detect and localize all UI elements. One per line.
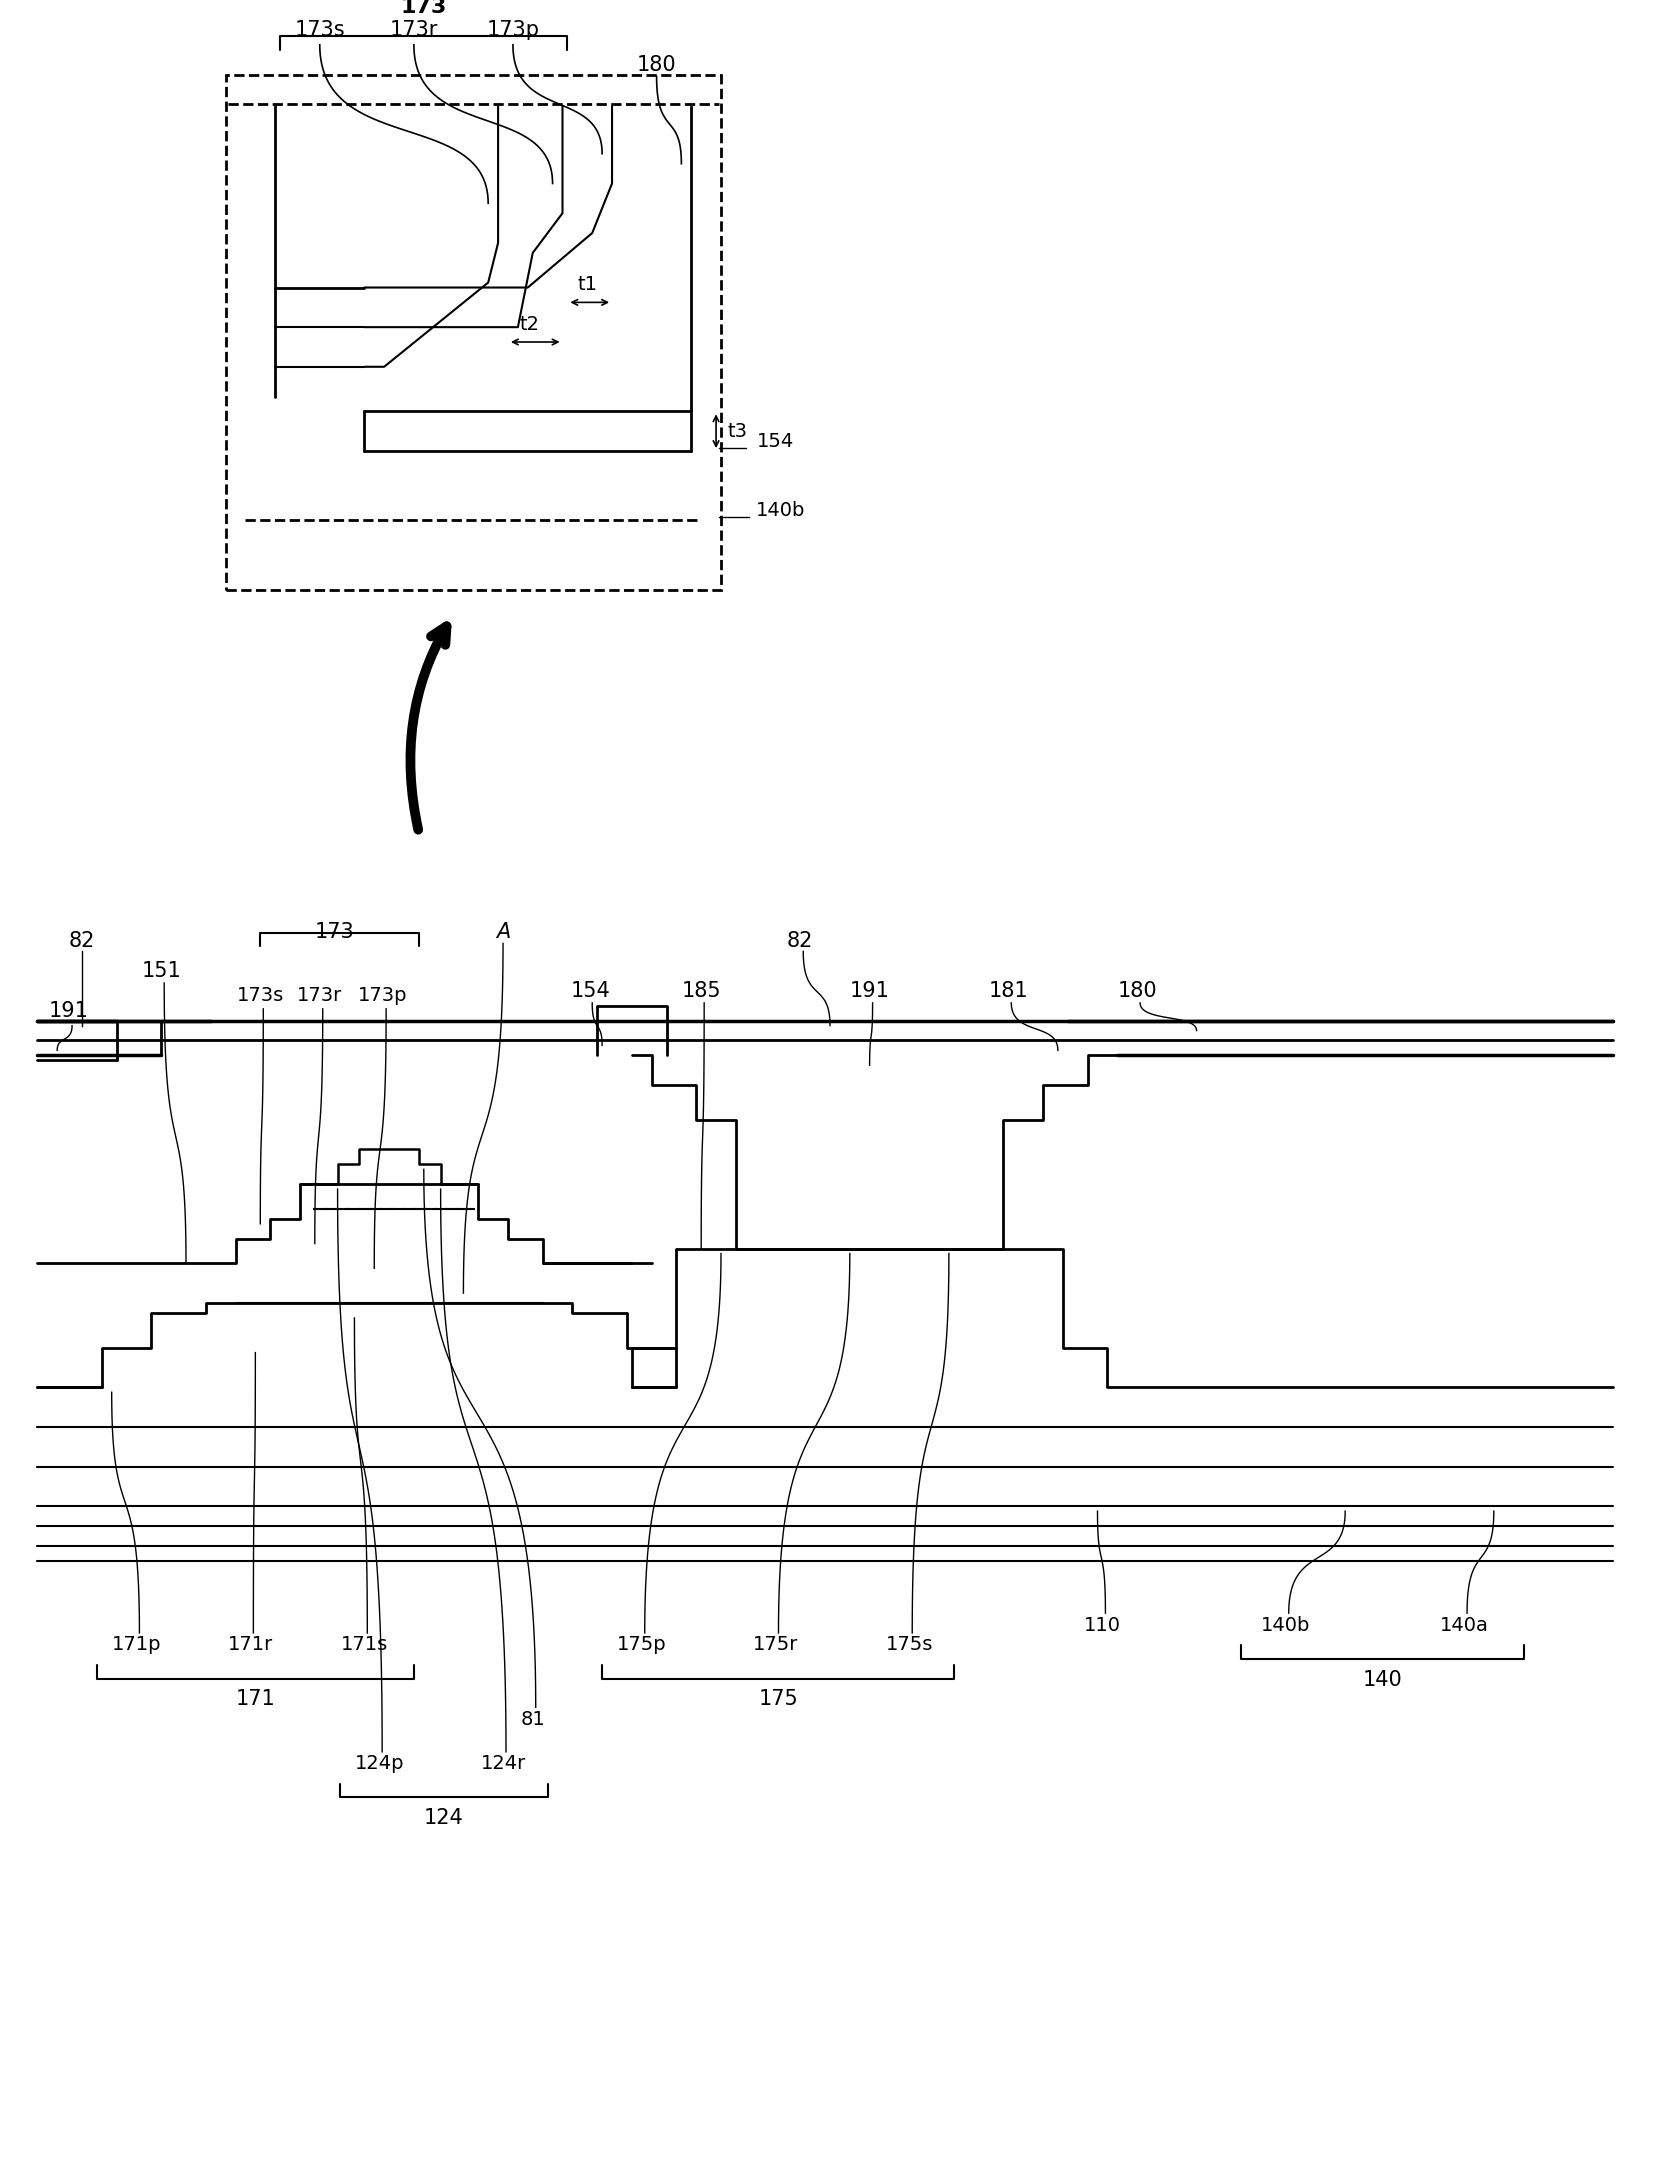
Text: 124p: 124p bbox=[355, 1755, 403, 1773]
Text: 175p: 175p bbox=[617, 1636, 667, 1653]
Text: 140b: 140b bbox=[1261, 1617, 1311, 1634]
Text: t2: t2 bbox=[519, 314, 539, 334]
Text: 173: 173 bbox=[400, 0, 446, 17]
Text: 175r: 175r bbox=[753, 1636, 798, 1653]
Text: 171s: 171s bbox=[340, 1636, 388, 1653]
Text: 81: 81 bbox=[521, 1710, 546, 1729]
Text: 124: 124 bbox=[423, 1807, 463, 1829]
Text: 173p: 173p bbox=[486, 20, 539, 39]
Text: 191: 191 bbox=[50, 1001, 90, 1021]
Text: 171p: 171p bbox=[111, 1636, 161, 1653]
Text: 173r: 173r bbox=[390, 20, 438, 39]
Text: 180: 180 bbox=[1117, 982, 1156, 1001]
Text: 180: 180 bbox=[637, 54, 677, 74]
Text: 154: 154 bbox=[757, 431, 795, 451]
Text: 173s: 173s bbox=[237, 986, 284, 1005]
Text: 173: 173 bbox=[315, 921, 355, 940]
Bar bbox=[226, 74, 722, 589]
Text: 82: 82 bbox=[786, 932, 813, 951]
Text: 173r: 173r bbox=[297, 986, 342, 1005]
Text: 154: 154 bbox=[571, 982, 611, 1001]
Text: 175s: 175s bbox=[886, 1636, 932, 1653]
Text: 151: 151 bbox=[141, 962, 181, 982]
Text: t1: t1 bbox=[577, 275, 597, 295]
Text: 191: 191 bbox=[849, 982, 889, 1001]
Text: 110: 110 bbox=[1083, 1617, 1121, 1634]
Text: 171r: 171r bbox=[227, 1636, 274, 1653]
Text: 82: 82 bbox=[68, 932, 95, 951]
Text: 173p: 173p bbox=[357, 986, 406, 1005]
Text: 175: 175 bbox=[758, 1690, 798, 1710]
Text: 140: 140 bbox=[1364, 1669, 1404, 1690]
Text: 140b: 140b bbox=[757, 501, 805, 520]
Text: A: A bbox=[496, 921, 511, 940]
Text: t3: t3 bbox=[728, 423, 748, 440]
Text: 140a: 140a bbox=[1440, 1617, 1488, 1634]
Text: 181: 181 bbox=[989, 982, 1029, 1001]
Text: 171: 171 bbox=[236, 1690, 275, 1710]
Text: 173s: 173s bbox=[294, 20, 345, 39]
Text: 185: 185 bbox=[682, 982, 722, 1001]
Text: 124r: 124r bbox=[481, 1755, 526, 1773]
